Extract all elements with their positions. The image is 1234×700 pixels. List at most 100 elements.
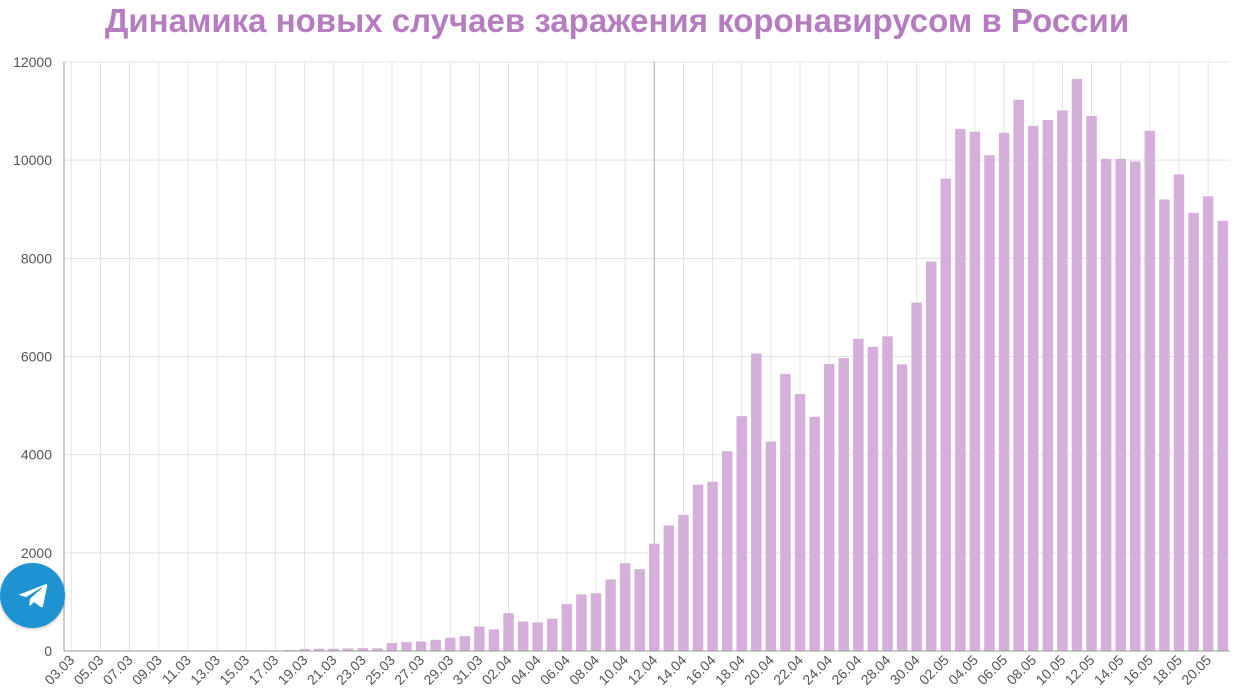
x-tick-label: 09.03 bbox=[129, 652, 165, 688]
bar-18.05 bbox=[1173, 174, 1185, 651]
x-tick-label: 27.03 bbox=[391, 652, 427, 688]
x-tick-label: 02.04 bbox=[479, 652, 515, 688]
bar-04.04 bbox=[532, 622, 543, 651]
x-tick-label: 08.04 bbox=[566, 652, 602, 688]
bar-07.05 bbox=[1013, 99, 1024, 651]
bar-04.05 bbox=[969, 131, 981, 652]
bar-22.04 bbox=[794, 393, 806, 651]
bar-31.03 bbox=[474, 626, 485, 651]
bar-19.03 bbox=[299, 649, 310, 651]
bar-11.05 bbox=[1071, 78, 1083, 652]
x-tick-label: 21.03 bbox=[304, 652, 340, 688]
x-tick-label: 11.03 bbox=[159, 652, 195, 688]
telegram-button[interactable] bbox=[0, 563, 65, 628]
bar-17.04 bbox=[721, 451, 733, 651]
bar-27.04 bbox=[867, 346, 879, 651]
bar-03.04 bbox=[517, 621, 529, 651]
bar-20.04 bbox=[765, 441, 777, 651]
bar-30.03 bbox=[459, 636, 471, 651]
y-tick-label: 10000 bbox=[13, 152, 52, 168]
x-tick-label: 12.05 bbox=[1062, 652, 1098, 688]
bar-28.04 bbox=[882, 336, 893, 651]
x-tick-label: 28.04 bbox=[858, 652, 894, 688]
bar-20.05 bbox=[1202, 196, 1214, 652]
bar-13.04 bbox=[663, 525, 675, 651]
bar-18.04 bbox=[736, 416, 747, 651]
bar-26.04 bbox=[853, 338, 864, 651]
bar-19.05 bbox=[1188, 212, 1199, 651]
bar-14.05 bbox=[1115, 158, 1126, 651]
bar-06.05 bbox=[998, 132, 1010, 652]
x-tick-label: 04.05 bbox=[945, 652, 981, 688]
bar-29.04 bbox=[896, 364, 908, 651]
bar-23.03 bbox=[357, 648, 369, 651]
x-tick-label: 17.03 bbox=[245, 652, 281, 688]
bar-05.05 bbox=[984, 155, 995, 652]
bar-21.04 bbox=[780, 374, 791, 651]
y-tick-label: 0 bbox=[44, 643, 52, 659]
x-tick-label: 07.03 bbox=[100, 652, 136, 688]
bar-07.04 bbox=[576, 594, 587, 651]
x-tick-label: 31.03 bbox=[449, 652, 485, 688]
bar-18.03 bbox=[284, 649, 296, 651]
bar-16.04 bbox=[707, 481, 718, 651]
bar-15.04 bbox=[692, 484, 704, 651]
bar-25.03 bbox=[386, 642, 398, 651]
bar-02.04 bbox=[503, 613, 514, 651]
x-tick-label: 06.04 bbox=[537, 652, 573, 688]
x-tick-label: 26.04 bbox=[828, 652, 864, 688]
bar-09.04 bbox=[605, 579, 616, 651]
bar-03.05 bbox=[955, 129, 966, 651]
bar-10.04 bbox=[619, 563, 631, 651]
bar-01.04 bbox=[488, 629, 500, 651]
bar-19.04 bbox=[751, 353, 762, 651]
bar-16.05 bbox=[1144, 130, 1156, 652]
bar-10.05 bbox=[1057, 110, 1068, 652]
x-tick-label: 12.04 bbox=[624, 652, 660, 688]
x-tick-label: 16.04 bbox=[683, 652, 719, 688]
bar-29.03 bbox=[444, 637, 456, 651]
bar-08.04 bbox=[590, 593, 602, 651]
x-tick-label: 22.04 bbox=[770, 652, 806, 688]
x-tick-label: 29.03 bbox=[420, 652, 456, 688]
x-tick-label: 30.04 bbox=[887, 652, 923, 688]
bar-25.04 bbox=[838, 358, 850, 651]
bar-28.03 bbox=[430, 639, 441, 651]
x-tick-label: 18.05 bbox=[1149, 652, 1185, 688]
x-tick-label: 06.05 bbox=[974, 652, 1010, 688]
x-tick-label: 15.03 bbox=[216, 652, 252, 688]
x-tick-label: 20.04 bbox=[741, 652, 777, 688]
bar-17.05 bbox=[1159, 199, 1170, 651]
bars bbox=[270, 78, 1228, 652]
x-tick-label: 02.05 bbox=[916, 652, 952, 688]
bar-30.04 bbox=[911, 302, 922, 651]
x-tick-label: 20.05 bbox=[1178, 652, 1214, 688]
bar-11.04 bbox=[634, 569, 645, 651]
bar-14.04 bbox=[678, 514, 689, 651]
bar-13.05 bbox=[1100, 158, 1112, 651]
bar-21.05 bbox=[1217, 220, 1228, 651]
bar-27.03 bbox=[415, 641, 427, 651]
bar-05.04 bbox=[547, 618, 558, 651]
bar-24.03 bbox=[372, 648, 383, 651]
chart-title: Динамика новых случаев заражения коронав… bbox=[104, 2, 1130, 39]
x-tick-label: 04.04 bbox=[508, 652, 544, 688]
bar-08.05 bbox=[1027, 125, 1039, 651]
y-tick-label: 2000 bbox=[21, 545, 52, 561]
bar-09.05 bbox=[1042, 120, 1054, 652]
x-tick-label: 08.05 bbox=[1003, 652, 1039, 688]
x-tick-label: 24.04 bbox=[799, 652, 835, 688]
y-tick-label: 12000 bbox=[13, 54, 52, 70]
x-tick-labels: 03.0305.0307.0309.0311.0313.0315.0317.03… bbox=[41, 652, 1214, 688]
grid-lines bbox=[64, 61, 1230, 652]
bar-21.03 bbox=[328, 648, 339, 651]
telegram-icon bbox=[18, 584, 48, 608]
x-tick-label: 25.03 bbox=[362, 652, 398, 688]
bar-24.04 bbox=[823, 363, 835, 651]
bar-20.03 bbox=[313, 648, 325, 651]
bar-01.05 bbox=[925, 261, 937, 651]
y-tick-label: 4000 bbox=[21, 447, 52, 463]
bar-06.04 bbox=[561, 604, 573, 651]
x-tick-label: 13.03 bbox=[187, 652, 223, 688]
